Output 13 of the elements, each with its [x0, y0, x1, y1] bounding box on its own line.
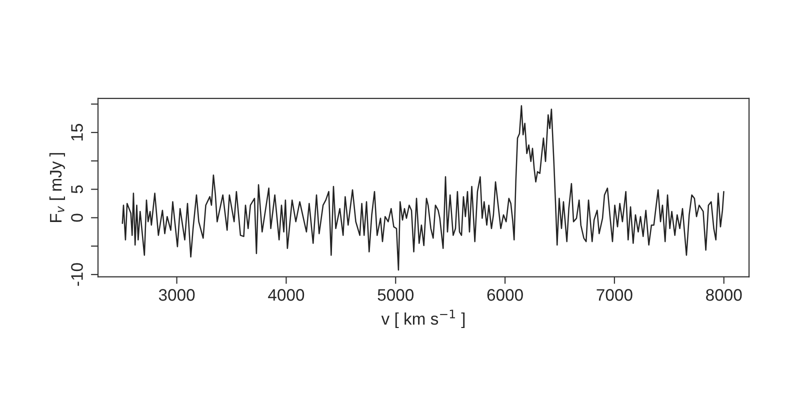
- x-tick-label: 6000: [487, 289, 523, 301]
- x-tick-label: 7000: [596, 289, 632, 301]
- x-tick-label: 5000: [378, 289, 414, 301]
- line-series: [122, 105, 724, 271]
- y-tick-label: 0: [71, 214, 83, 222]
- y-tick-label: -10: [71, 263, 83, 286]
- x-tick-label: 8000: [706, 289, 742, 301]
- x-tick-label: 4000: [268, 289, 304, 301]
- x-tick-label: 3000: [158, 289, 195, 301]
- y-axis-title: F$_{v}$ [ mJy ]: [49, 153, 65, 222]
- x-axis-title: v [ km s$^{−1}$ ]: [381, 310, 465, 328]
- y-tick-label: 15: [71, 124, 83, 140]
- y-tick-label: 5: [71, 185, 83, 194]
